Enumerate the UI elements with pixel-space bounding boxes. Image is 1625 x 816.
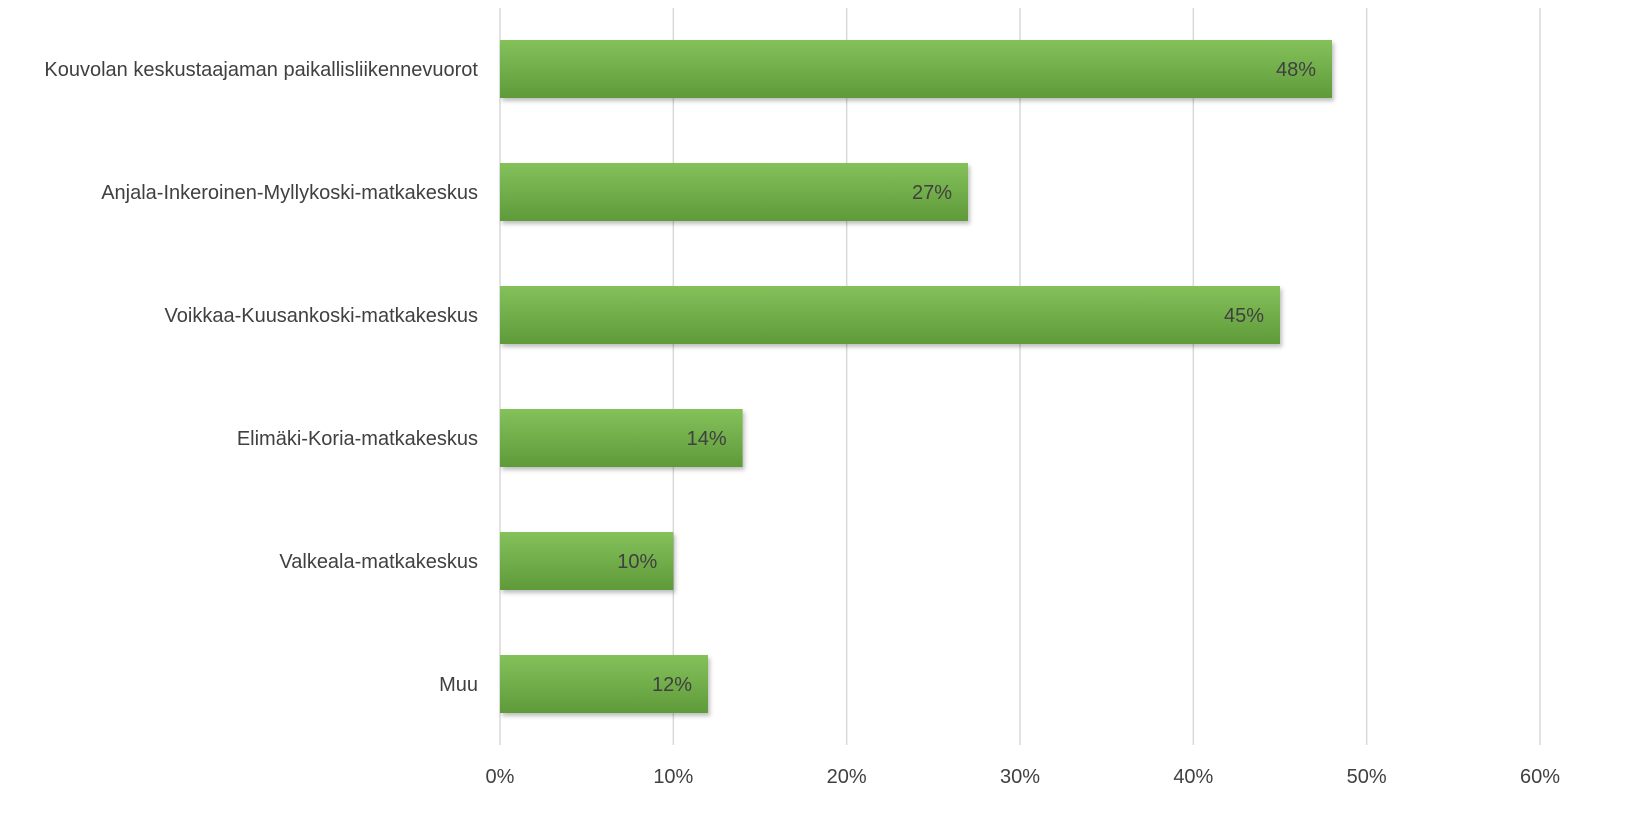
data-label: 12% xyxy=(652,674,692,696)
bars xyxy=(500,40,1332,713)
bar xyxy=(500,409,743,467)
labels: 0% 10% 20% 30% 40% 50% 60% Kouvolan keskustaaja… xyxy=(44,59,1560,788)
x-tick-label: 50% xyxy=(1347,766,1387,788)
bar xyxy=(500,655,708,713)
data-label: 45% xyxy=(1224,305,1264,327)
data-label: 48% xyxy=(1276,59,1316,81)
x-tick-label: 40% xyxy=(1173,766,1213,788)
category-label: Elimäki-Koria-matkakeskus xyxy=(237,428,478,450)
gridlines xyxy=(499,8,1541,745)
x-tick-label: 30% xyxy=(1000,766,1040,788)
category-label: Kouvolan keskustaajaman paikallisliikenn… xyxy=(44,59,478,81)
x-tick-label: 10% xyxy=(653,766,693,788)
bar xyxy=(500,532,674,590)
x-tick-label: 20% xyxy=(827,766,867,788)
x-tick-label: 0% xyxy=(486,766,515,788)
data-label: 10% xyxy=(617,551,657,573)
bar xyxy=(500,40,1332,98)
category-label: Anjala-Inkeroinen-Myllykoski-matkakeskus xyxy=(101,182,478,204)
category-label: Voikkaa-Kuusankoski-matkakeskus xyxy=(165,305,478,327)
data-label: 27% xyxy=(912,182,952,204)
bar xyxy=(500,286,1280,344)
data-label: 14% xyxy=(687,428,727,450)
bar xyxy=(500,163,968,221)
category-label: Valkeala-matkakeskus xyxy=(279,551,478,573)
category-label: Muu xyxy=(439,674,478,696)
x-tick-label: 60% xyxy=(1520,766,1560,788)
